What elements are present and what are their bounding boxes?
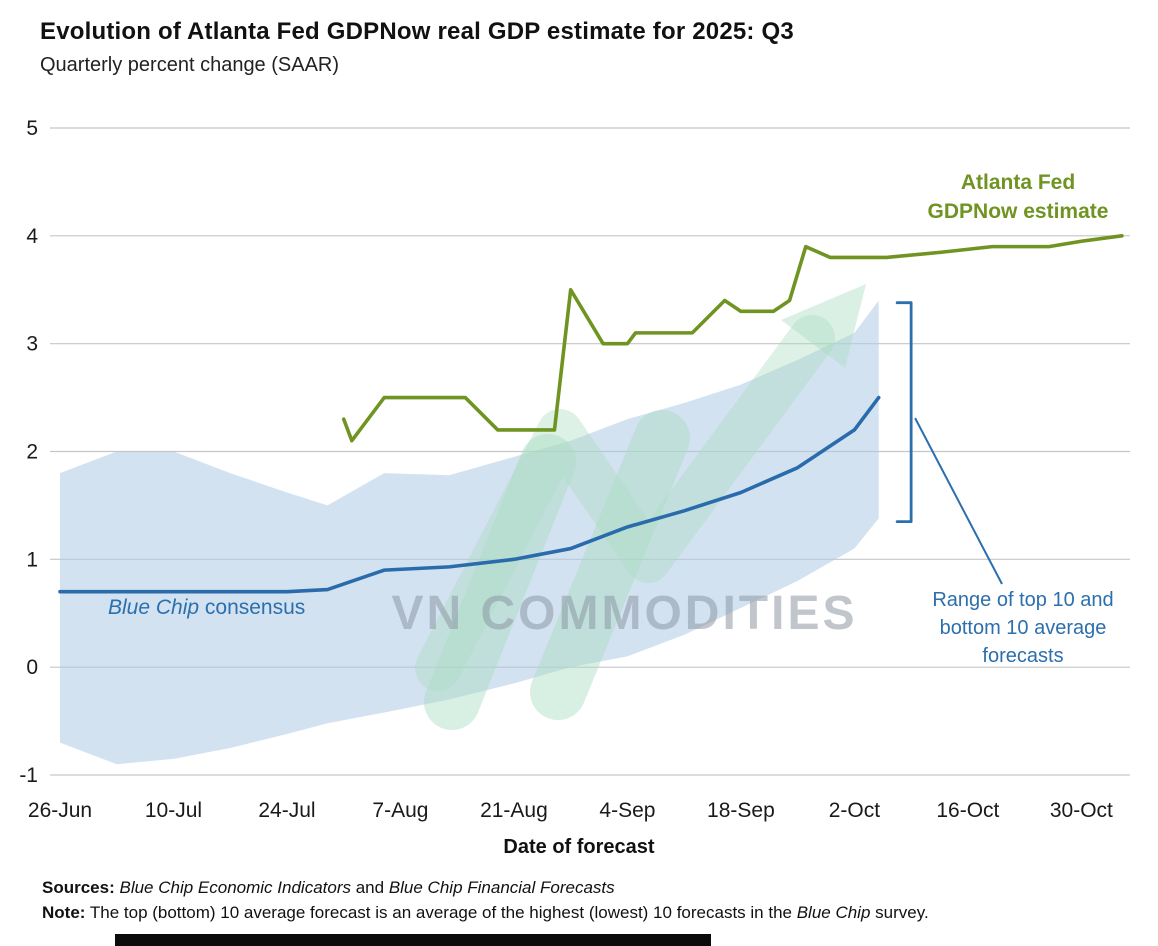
gdpnow-series-label: Atlanta Fed GDPNow estimate xyxy=(898,168,1138,227)
y-tick-label: 3 xyxy=(26,333,38,356)
x-axis-title: Date of forecast xyxy=(503,836,655,858)
gdpnow-series-label-line1: Atlanta Fed xyxy=(960,171,1076,194)
watermark-arrow-stroke xyxy=(530,410,690,720)
x-tick-label: 30-Oct xyxy=(1050,799,1113,822)
blue-chip-series-label: Blue Chip consensus xyxy=(108,596,305,620)
watermark-arrow-shaft xyxy=(415,315,835,691)
x-tick-label: 18-Sep xyxy=(707,799,775,822)
x-tick-label: 21-Aug xyxy=(480,799,548,822)
sources-label: Sources: xyxy=(42,878,115,897)
blue-chip-series-label-rest: consensus xyxy=(199,596,306,619)
y-tick-label: 4 xyxy=(26,225,38,248)
x-tick-label: 16-Oct xyxy=(936,799,999,822)
sources-title-1: Blue Chip Economic Indicators xyxy=(119,878,351,897)
sources-title-2: Blue Chip Financial Forecasts xyxy=(388,878,615,897)
x-tick-label: 26-Jun xyxy=(28,799,92,822)
watermark-arrow-stroke xyxy=(424,434,576,730)
forecast-range-band xyxy=(60,300,879,765)
bottom-crop-bar xyxy=(115,934,711,946)
note-text-1: The top (bottom) 10 average forecast is … xyxy=(85,903,797,922)
chart-subtitle: Quarterly percent change (SAAR) xyxy=(40,54,340,76)
gdpnow-series-label-line2: GDPNow estimate xyxy=(927,200,1109,224)
x-tick-label: 4-Sep xyxy=(599,799,655,822)
note-line: Note: The top (bottom) 10 average foreca… xyxy=(42,903,929,923)
gdpnow-line xyxy=(341,234,1124,443)
y-tick-label: 1 xyxy=(26,548,38,571)
watermark-arrowhead-icon xyxy=(781,284,866,368)
chart-title: Evolution of Atlanta Fed GDPNow real GDP… xyxy=(40,18,794,45)
x-tick-label: 24-Jul xyxy=(258,799,315,822)
note-text-2: survey. xyxy=(870,903,929,922)
note-italic: Blue Chip xyxy=(796,903,871,922)
x-tick-label: 2-Oct xyxy=(829,799,881,822)
sources-and: and xyxy=(351,878,389,897)
range-bracket xyxy=(895,301,913,523)
y-tick-label: 5 xyxy=(26,117,38,140)
y-tick-label: 0 xyxy=(26,656,38,679)
blue-chip-line xyxy=(58,395,881,594)
x-tick-label: 7-Aug xyxy=(372,799,428,822)
range-annotation-label: Range of top 10 and bottom 10 average fo… xyxy=(932,589,1114,667)
blue-chip-series-label-italic: Blue Chip xyxy=(108,596,200,619)
range-leader-line xyxy=(914,417,1003,585)
y-tick-label: -1 xyxy=(19,764,38,787)
x-tick-label: 10-Jul xyxy=(145,799,202,822)
note-label: Note: xyxy=(42,903,86,922)
y-tick-label: 2 xyxy=(26,441,38,464)
sources-line: Sources: Blue Chip Economic Indicators a… xyxy=(42,878,615,898)
